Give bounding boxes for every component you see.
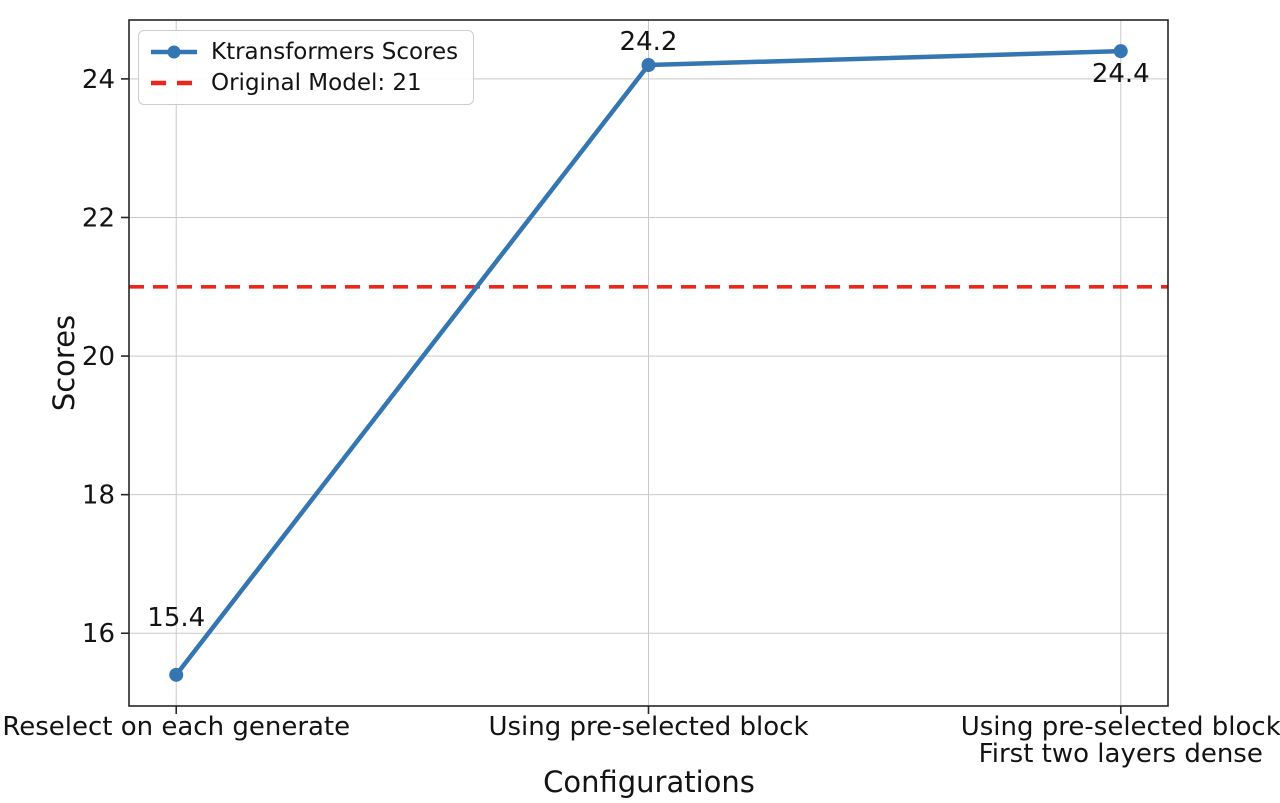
y-tick-label: 20: [82, 342, 115, 372]
legend-item-label: Original Model: 21: [211, 70, 422, 96]
y-tick-label: 16: [82, 619, 115, 649]
data-point-marker: [169, 667, 184, 682]
y-tick-label: 18: [82, 481, 115, 511]
data-point-marker: [641, 58, 656, 73]
blue-line-marker-icon: [151, 45, 197, 59]
y-tick-label: 24: [82, 65, 115, 95]
data-point-marker: [1113, 44, 1128, 59]
legend-item: Ktransformers Scores: [149, 38, 458, 66]
legend-item-label: Ktransformers Scores: [211, 39, 459, 65]
point-label: 15.4: [147, 603, 205, 633]
x-tick-label: Using pre-selected block First two layers…: [961, 712, 1280, 769]
x-axis-label: Configurations: [543, 765, 755, 799]
point-label: 24.4: [1092, 59, 1150, 89]
x-tick-label: Using pre-selected block: [488, 712, 808, 742]
y-tick-label: 22: [82, 203, 115, 233]
legend-item: Original Model: 21: [149, 69, 458, 97]
point-label: 24.2: [620, 27, 678, 57]
red-dashed-line-icon: [151, 80, 197, 86]
y-axis-label: Scores: [47, 314, 81, 412]
plot-border: [128, 19, 1169, 707]
legend: Ktransformers Scores Original Model: 21: [138, 30, 475, 105]
x-tick-label: Reselect on each generate: [2, 712, 350, 742]
